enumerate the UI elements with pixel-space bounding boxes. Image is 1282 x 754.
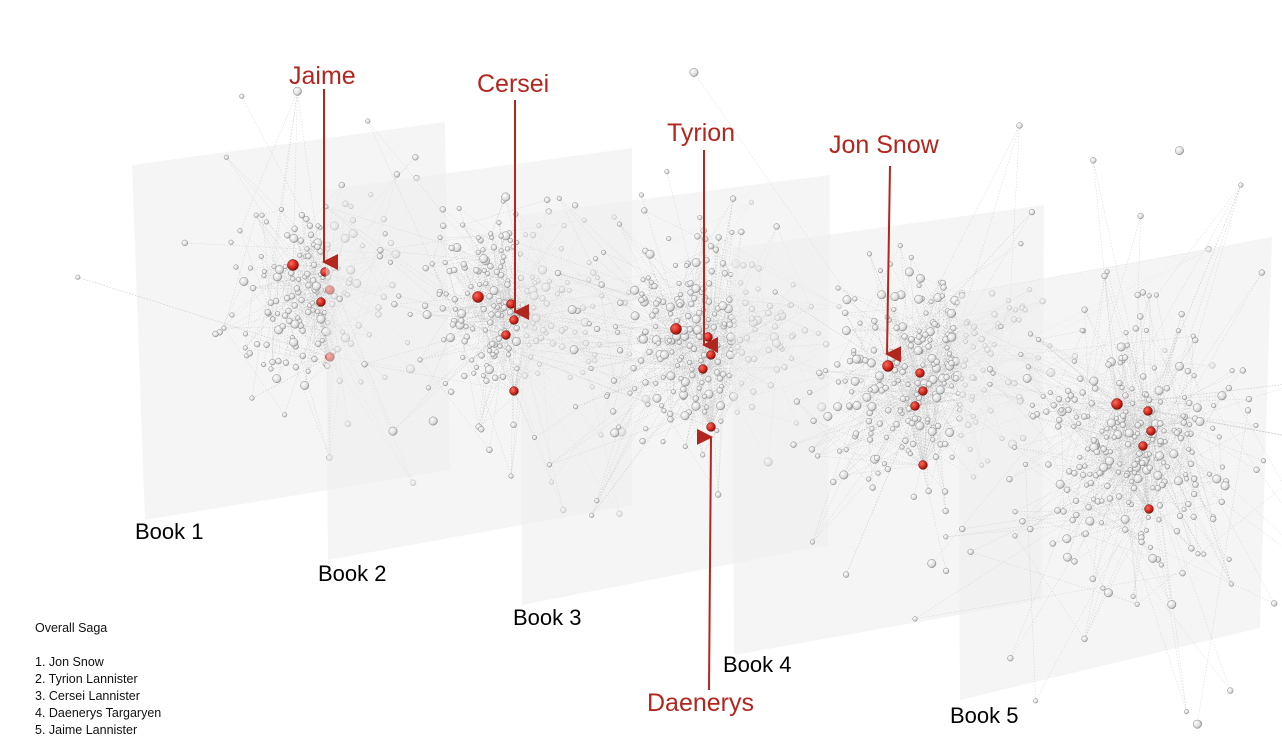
highlighted-character-node [1143,406,1153,416]
highlighted-character-node [918,460,928,470]
book-1-label: Book 1 [135,519,204,544]
saga-rank-item: 3. Cersei Lannister [35,689,140,703]
highlighted-character-node [670,323,682,335]
highlighted-character-node [509,315,519,325]
cersei-label: Cersei [477,70,550,98]
saga-rank-item: 1. Jon Snow [35,655,104,669]
saga-rank-item: 4. Daenerys Targaryen [35,706,162,720]
highlighted-character-node [287,259,299,271]
jon-snow-arrow [885,165,902,363]
highlighted-character-node [509,386,519,396]
highlighted-character-node [698,364,708,374]
highlighted-character-node [1111,398,1123,410]
highlighted-character-node [910,401,920,411]
jon-snow-label: Jon Snow [829,131,939,159]
overall-saga-panel: Overall Saga 1. Jon Snow 2. Tyrion Lanni… [35,620,161,739]
highlighted-character-node [501,330,511,340]
saga-rank-item: 2. Tyrion Lannister [35,672,138,686]
saga-title: Overall Saga [35,621,108,635]
book-5-label: Book 5 [950,703,1019,728]
network-nodes [912,146,1278,729]
highlighted-character-node [316,297,326,307]
highlighted-character-node [915,368,925,378]
book-4-label: Book 4 [723,652,792,677]
highlighted-character-node [882,360,894,372]
saga-rank-item: 5. Jaime Lannister [35,723,138,737]
highlighted-character-node [918,386,928,396]
highlighted-character-node [706,350,716,360]
book-5-layer [912,146,1282,729]
highlighted-character-node [1138,441,1148,451]
book-3-label: Book 3 [513,605,582,630]
tyrion-label: Tyrion [667,119,736,147]
highlighted-character-node [472,291,484,303]
highlighted-character-node [1144,504,1154,514]
highlighted-character-node [706,422,716,432]
daenerys-arrow [696,428,713,691]
highlighted-character-node [1146,426,1156,436]
jaime-label: Jaime [289,62,356,90]
daenerys-label: Daenerys [647,689,754,717]
book-2-label: Book 2 [318,561,387,586]
